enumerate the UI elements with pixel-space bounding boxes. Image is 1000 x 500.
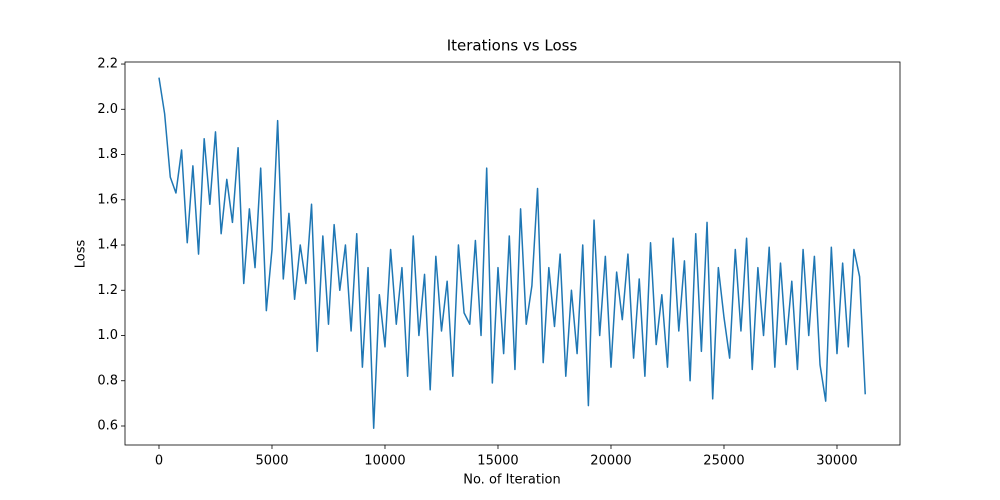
x-tick-label: 20000 <box>590 454 631 469</box>
y-tick-label: 2.2 <box>97 57 118 72</box>
y-tick-label: 0.8 <box>97 373 118 388</box>
loss-line <box>158 77 866 430</box>
x-tick-label: 30000 <box>816 454 857 469</box>
y-tick-label: 2.0 <box>97 102 118 117</box>
y-tick-label: 1.4 <box>97 238 118 253</box>
x-tick-label: 10000 <box>364 454 405 469</box>
y-tick-label: 1.0 <box>97 328 118 343</box>
x-tick-label: 15000 <box>477 454 518 469</box>
chart-title: Iterations vs Loss <box>447 37 578 55</box>
y-tick-label: 1.2 <box>97 283 118 298</box>
x-tick-label: 5000 <box>255 454 288 469</box>
y-tick-label: 1.8 <box>97 147 118 162</box>
y-axis-label: Loss <box>74 240 89 269</box>
y-tick-label: 0.6 <box>97 418 118 433</box>
x-tick-label: 25000 <box>703 454 744 469</box>
y-tick-label: 1.6 <box>97 192 118 207</box>
plot-frame <box>124 61 901 446</box>
x-tick-label: 0 <box>155 454 163 469</box>
x-axis-label: No. of Iteration <box>463 473 561 488</box>
